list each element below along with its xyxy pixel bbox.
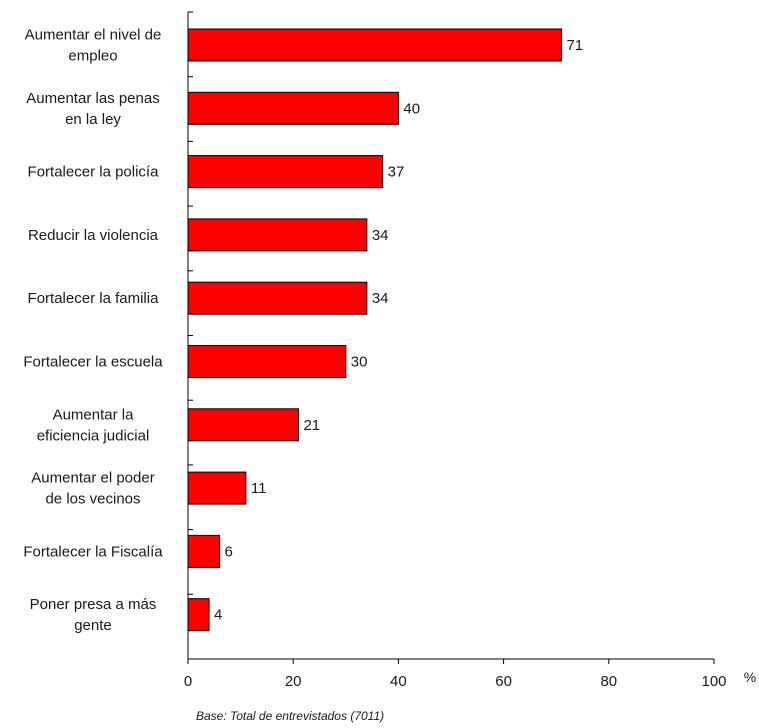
bar: [187, 218, 368, 252]
category-label: Aumentar las penas: [26, 90, 159, 107]
bar: [187, 28, 562, 62]
bar: [187, 471, 247, 505]
bar: [187, 281, 368, 315]
category-label: gente: [74, 617, 112, 634]
x-tick-label: 40: [390, 673, 407, 690]
bar: [187, 598, 210, 632]
bar: [187, 408, 299, 442]
data-label: 37: [388, 164, 405, 181]
category-label: Fortalecer la Fiscalía: [23, 543, 163, 560]
bar: [187, 91, 399, 125]
category-label: Poner presa a más: [30, 596, 157, 613]
x-tick-label: 80: [600, 673, 617, 690]
category-label: Fortalecer la escuela: [23, 354, 163, 371]
data-label: 34: [372, 290, 389, 307]
category-label: Aumentar el poder: [31, 470, 154, 487]
data-label: 34: [372, 227, 389, 244]
data-label: 21: [303, 417, 320, 434]
x-tick-label: 0: [184, 673, 192, 690]
x-tick-label: 100: [701, 673, 726, 690]
category-label: en la ley: [65, 111, 121, 128]
category-label: empleo: [68, 48, 117, 65]
data-label: 40: [403, 100, 420, 117]
x-unit-label: %: [744, 669, 756, 685]
x-tick-label: 60: [495, 673, 512, 690]
data-label: 6: [225, 543, 233, 560]
footnote: Base: Total de entrevistados (7011): [196, 709, 384, 723]
category-label: Fortalecer la policía: [28, 164, 160, 181]
category-label: Reducir la violencia: [28, 227, 159, 244]
data-label: 4: [214, 607, 222, 624]
category-label: Aumentar la: [53, 406, 135, 423]
x-tick-label: 20: [285, 673, 302, 690]
category-label: Aumentar el nivel de: [25, 27, 162, 44]
category-label: Fortalecer la familia: [28, 290, 160, 307]
category-label: eficiencia judicial: [37, 427, 150, 444]
data-label: 11: [251, 480, 267, 497]
bar: [187, 534, 221, 568]
bar: [187, 155, 384, 189]
data-label: 71: [566, 37, 583, 54]
bar: [187, 345, 347, 378]
category-label: de los vecinos: [45, 491, 140, 508]
data-label: 30: [351, 354, 368, 371]
